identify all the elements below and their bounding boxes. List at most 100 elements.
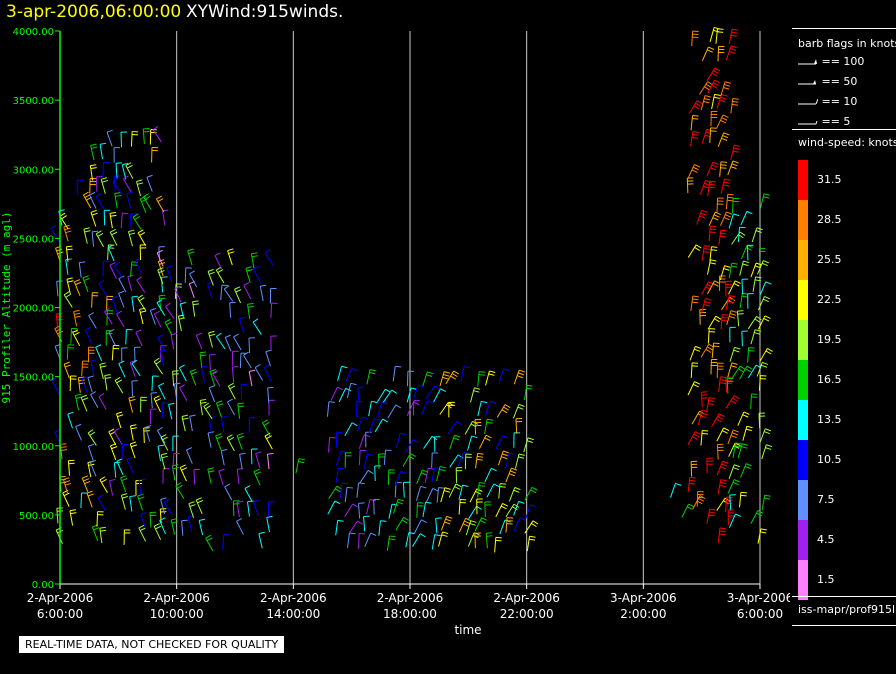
barb-flag — [732, 160, 739, 164]
x-tick-date: 2-Apr-2006 — [493, 591, 560, 605]
wind-barb — [687, 431, 701, 445]
barb-flag — [462, 523, 469, 527]
barb-flag — [159, 294, 166, 297]
barb-shaft — [337, 366, 343, 381]
wind-barb — [188, 501, 196, 519]
barb-flag — [714, 67, 721, 72]
barb-flag — [138, 496, 145, 500]
barb-flag — [338, 467, 345, 470]
wind-barb — [327, 500, 341, 515]
barb-flag — [724, 214, 731, 218]
barb-shaft — [761, 444, 767, 460]
barb-shaft — [118, 363, 126, 378]
wind-barb — [687, 381, 701, 396]
barb-shaft — [77, 377, 81, 393]
barb-shaft — [247, 304, 251, 320]
barb-flag — [181, 467, 188, 471]
wind-barb — [170, 518, 178, 535]
barb-flag — [247, 302, 254, 305]
barb-shaft — [727, 362, 733, 378]
barb-shaft — [484, 468, 492, 483]
barb-shaft — [87, 432, 97, 446]
barb-flag — [160, 349, 167, 352]
colorbar-swatch — [798, 520, 808, 560]
barb-flag — [692, 130, 699, 133]
barb-flag — [711, 85, 718, 89]
barb-shaft — [484, 419, 488, 435]
barb-shaft — [460, 366, 465, 382]
barb-flag — [694, 381, 701, 385]
wind-barb — [109, 229, 118, 246]
barb-flag — [385, 388, 391, 393]
wind-barb — [65, 258, 72, 275]
barb-flag — [473, 390, 480, 393]
wind-barb — [75, 423, 82, 441]
wind-barb — [188, 281, 196, 299]
wind-barb — [156, 299, 166, 316]
barb-flag — [61, 215, 67, 220]
barb-flag — [764, 497, 771, 500]
barb-shaft — [711, 94, 716, 110]
wind-barb — [113, 261, 123, 279]
barb-flag — [82, 475, 88, 479]
barb-flag — [59, 212, 66, 217]
barb-flag — [135, 257, 141, 262]
wind-barb — [193, 468, 201, 485]
barb-shaft — [412, 384, 419, 400]
barb-flag — [453, 437, 460, 441]
barb-shaft — [691, 410, 700, 425]
wind-barb — [88, 312, 97, 329]
barb-flag — [90, 164, 97, 167]
barb-flag — [67, 280, 74, 283]
barb-flag — [732, 467, 739, 471]
wind-barb — [729, 346, 741, 362]
wind-barb — [406, 401, 420, 416]
barb-flag — [264, 249, 271, 254]
wind-barb — [144, 425, 152, 442]
barb-flag — [700, 212, 707, 216]
barb-flag — [99, 476, 106, 481]
barb-flag — [123, 175, 129, 180]
barb-shaft — [498, 368, 505, 384]
wind-barb — [725, 193, 734, 210]
barb-shaft — [207, 432, 212, 448]
barb-flag — [79, 261, 86, 264]
barb-flag — [425, 501, 432, 504]
barb-flag — [689, 482, 696, 485]
barb-flag — [358, 482, 365, 485]
wind-barb — [756, 361, 769, 377]
wind-barb — [104, 307, 113, 325]
barb-shaft — [368, 418, 375, 433]
barb-flag — [87, 493, 94, 497]
barb-flag — [694, 348, 701, 352]
barb-flag — [110, 214, 117, 217]
wind-barb — [377, 401, 388, 417]
barb-flag — [721, 93, 728, 97]
barb-flag — [765, 350, 772, 355]
barb-flag — [116, 458, 123, 462]
wind-barb — [513, 517, 526, 532]
barb-flag — [154, 310, 160, 315]
x-tick-date: 2-Apr-2006 — [143, 591, 210, 605]
barb-shaft — [691, 31, 694, 47]
barb-flag — [715, 418, 722, 423]
barb-shaft — [716, 497, 726, 511]
wind-barb — [759, 428, 772, 443]
flag-50-icon — [798, 80, 816, 85]
flag-100-row: == 100 — [798, 55, 864, 68]
wind-barb — [477, 371, 486, 387]
wind-barb — [111, 295, 119, 313]
wind-barb — [104, 374, 112, 391]
barb-flag — [243, 282, 250, 286]
wind-barb — [513, 432, 521, 448]
barb-flag — [138, 524, 145, 529]
wind-barb — [127, 274, 134, 292]
barb-shaft — [728, 442, 736, 457]
barb-flag — [298, 458, 305, 461]
barb-shaft — [477, 401, 482, 417]
wind-barb — [710, 358, 718, 375]
wind-barb — [373, 498, 380, 515]
barb-flag — [221, 415, 228, 418]
barb-shaft — [706, 161, 714, 177]
barb-flag — [486, 535, 493, 537]
